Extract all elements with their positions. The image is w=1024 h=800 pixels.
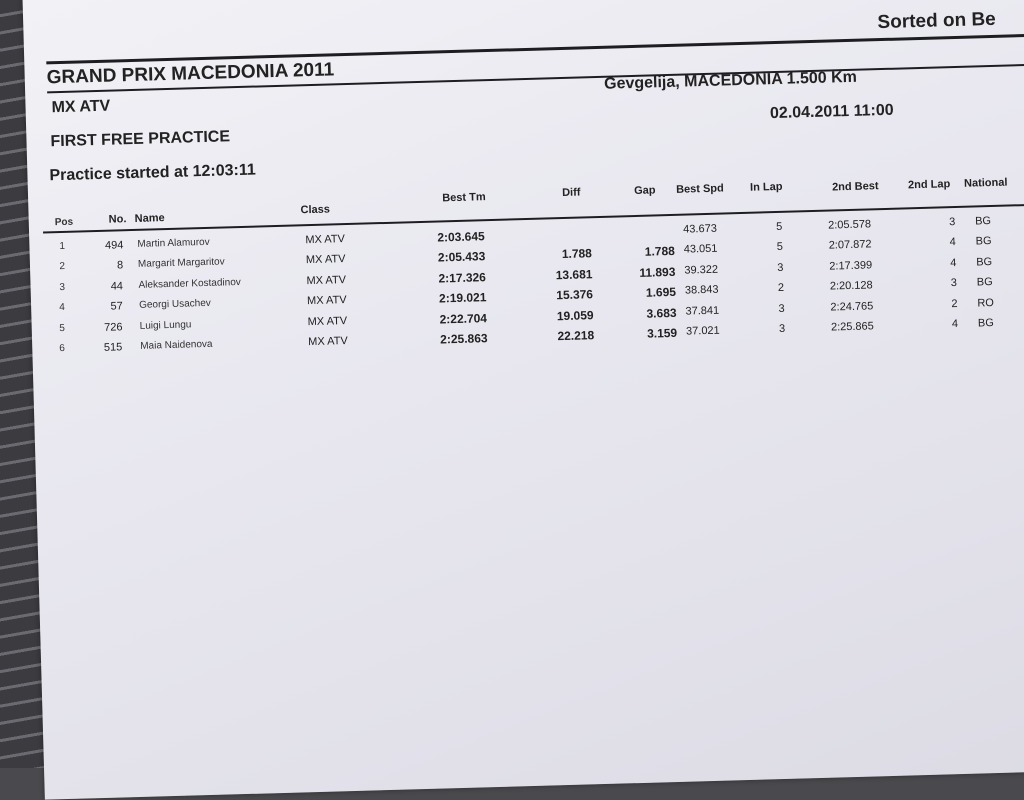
cell-nat: BG [974,215,992,228]
cell-spd: 38.843 [684,283,719,297]
cell-pos: 6 [59,342,66,355]
cell-diff: 19.059 [556,307,594,323]
col-name: Name [134,212,165,225]
cell-class: MX ATV [307,314,348,328]
cell-no: 515 [103,341,123,354]
cell-lap2: 4 [949,236,956,249]
cell-spd: 43.673 [683,222,718,236]
cell-nat: BG [976,276,993,289]
cell-inlap: 3 [778,322,786,335]
top-rule [46,33,1024,65]
cell-no: 44 [110,280,124,293]
col-national: National [963,176,1008,190]
cell-diff: 15.376 [556,287,594,303]
cell-second: 2:17.399 [829,259,873,273]
cell-name: Aleksander Kostadinov [138,276,241,291]
cell-spd: 39.322 [684,263,719,277]
cell-diff: 22.218 [557,328,595,344]
cell-best: 2:22.704 [439,310,488,327]
cell-class: MX ATV [306,294,347,308]
col-no: No. [108,213,127,226]
cell-name: Luigi Lungu [139,319,192,332]
cell-pos: 1 [59,240,66,253]
cell-class: MX ATV [305,233,346,247]
results-sheet: GRAND PRIX MACEDONIA 2011 Sorted on Be M… [22,0,1024,800]
cell-name: Maia Naidenova [140,338,213,352]
cell-best: 2:03.645 [437,229,485,245]
cell-no: 8 [116,259,124,272]
cell-gap: 1.788 [644,244,676,260]
cell-pos: 2 [59,261,66,273]
sort-label: Sorted on Be [877,8,997,34]
cell-pos: 3 [59,281,66,293]
cell-diff: 13.681 [555,266,593,283]
col-2nd-lap: 2nd Lap [907,178,951,192]
col-diff: Diff [561,186,581,199]
col-best-tm: Best Tm [442,191,486,205]
cell-best: 2:17.326 [438,269,487,286]
cell-diff [535,226,591,228]
class-label: MX ATV [51,97,111,117]
cell-nat: BG [975,235,992,248]
cell-lap2: 2 [951,297,958,310]
session-datetime: 02.04.2011 11:00 [769,101,894,123]
cell-gap: 3.159 [646,325,678,341]
cell-name: Georgi Usachev [138,298,211,312]
cell-no: 726 [104,320,123,334]
venue: Gevgelija, MACEDONIA 1.500 Km [603,68,858,93]
cell-second: 2:05.578 [828,218,872,232]
cell-gap: 3.683 [646,305,677,321]
cell-name: Martin Alamurov [137,236,210,250]
cell-best: 2:19.021 [438,290,487,306]
col-2nd-best: 2nd Best [831,180,879,194]
cell-gap: 11.893 [639,264,676,280]
cell-inlap: 2 [777,282,785,295]
cell-lap2: 4 [950,256,957,269]
cell-inlap: 5 [776,241,784,254]
cell-inlap: 3 [777,261,784,274]
cell-no: 57 [110,300,123,313]
session-name: FIRST FREE PRACTICE [50,128,231,151]
cell-class: MX ATV [305,253,346,267]
cell-no: 494 [104,239,124,252]
practice-start: Practice started at 12:03:11 [49,161,256,185]
cell-second: 2:20.128 [829,279,873,293]
cell-best: 2:05.433 [437,249,486,265]
cell-nat: RO [977,296,995,310]
cell-pos: 4 [59,302,66,314]
cell-gap [618,224,674,226]
col-pos: Pos [54,216,74,229]
cell-lap2: 3 [948,216,956,229]
col-class: Class [300,203,331,217]
cell-class: MX ATV [306,273,347,287]
cell-spd: 37.841 [685,304,720,318]
col-best-spd: Best Spd [675,182,724,196]
col-gap: Gap [633,184,656,197]
cell-inlap: 5 [776,220,783,234]
cell-lap2: 3 [950,277,958,290]
cell-spd: 37.021 [685,324,720,338]
cell-nat: BG [976,255,993,269]
cell-name: Margarit Margaritov [137,256,225,271]
cell-second: 2:25.865 [830,320,874,334]
cell-second: 2:24.765 [830,299,874,314]
cell-class: MX ATV [308,335,348,349]
col-in-lap: In Lap [749,180,783,194]
cell-best: 2:25.863 [440,331,488,347]
cell-second: 2:07.872 [828,238,872,252]
cell-spd: 43.051 [683,243,718,257]
cell-diff: 1.788 [561,246,593,262]
cell-pos: 5 [59,322,66,334]
cell-inlap: 3 [778,302,785,315]
cell-lap2: 4 [951,317,959,331]
cell-nat: BG [977,317,995,330]
cell-gap: 1.695 [645,285,677,300]
